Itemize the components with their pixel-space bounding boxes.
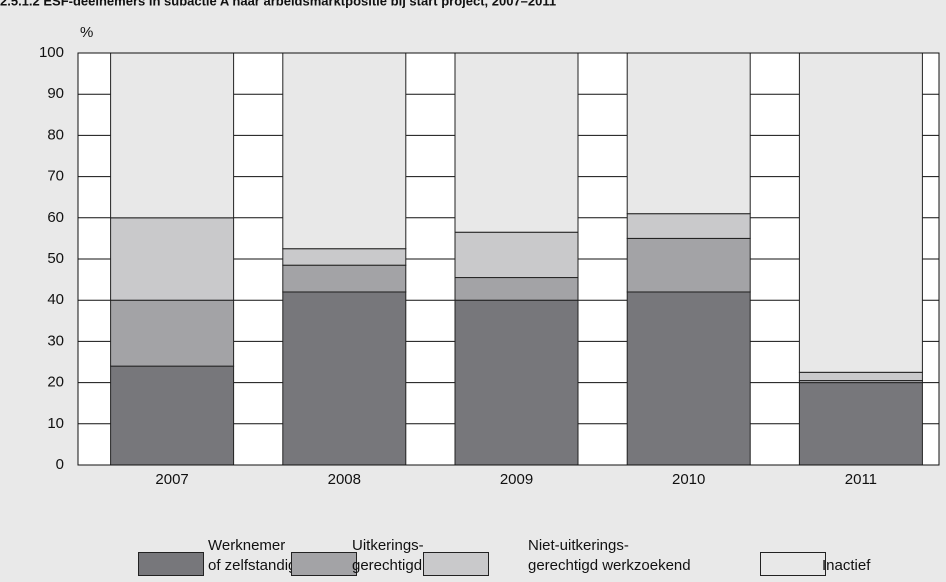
bar-segment: [798, 52, 923, 373]
bar-segment: [110, 52, 235, 219]
legend-swatch: [760, 552, 826, 576]
bar-segment: [626, 291, 751, 466]
bar-segment: [454, 277, 579, 301]
chart-title: 2.5.1.2 ESF-deelnemers in subactie A naa…: [0, 0, 556, 8]
bar-segment: [282, 291, 407, 466]
bar-segment: [454, 299, 579, 466]
y-tick-label: 90: [47, 85, 64, 102]
legend-swatch: [423, 552, 489, 576]
y-axis-label: %: [80, 24, 93, 41]
x-tick-label: 2009: [500, 471, 533, 488]
legend-swatch: [291, 552, 357, 576]
bar-segment: [282, 264, 407, 293]
x-tick-label: 2011: [845, 471, 877, 488]
bar-segment: [626, 52, 751, 215]
bar-segment: [454, 52, 579, 233]
y-tick-label: 60: [47, 209, 64, 226]
y-tick-label: 50: [47, 250, 64, 267]
bar-segment: [110, 217, 235, 301]
x-tick-label: 2007: [155, 471, 188, 488]
bar-segment: [626, 213, 751, 239]
x-tick-label: 2010: [672, 471, 705, 488]
y-tick-label: 100: [39, 44, 64, 61]
y-tick-label: 30: [47, 332, 64, 349]
bar-segment: [282, 248, 407, 266]
legend-swatch: [138, 552, 204, 576]
bar-segment: [110, 365, 235, 466]
legend-label: Uitkerings- gerechtigd: [352, 537, 424, 574]
bar-segment: [110, 299, 235, 367]
legend-label: Werknemer of zelfstandige: [208, 537, 305, 574]
legend-label: Niet-uitkerings- gerechtigd werkzoekend: [528, 537, 691, 574]
y-tick-label: 10: [47, 415, 64, 432]
y-tick-label: 80: [47, 126, 64, 143]
x-tick-label: 2008: [328, 471, 361, 488]
bar-segment: [454, 231, 579, 279]
y-tick-label: 20: [47, 374, 64, 391]
bar-segment: [798, 371, 923, 382]
bar-segment: [626, 237, 751, 293]
y-tick-label: 40: [47, 291, 64, 308]
y-tick-label: 70: [47, 168, 64, 185]
y-tick-label: 0: [56, 456, 64, 473]
plot-border: [77, 52, 940, 466]
bar-segment: [798, 382, 923, 466]
bar-segment: [282, 52, 407, 250]
legend-label: Inactief: [822, 557, 871, 574]
